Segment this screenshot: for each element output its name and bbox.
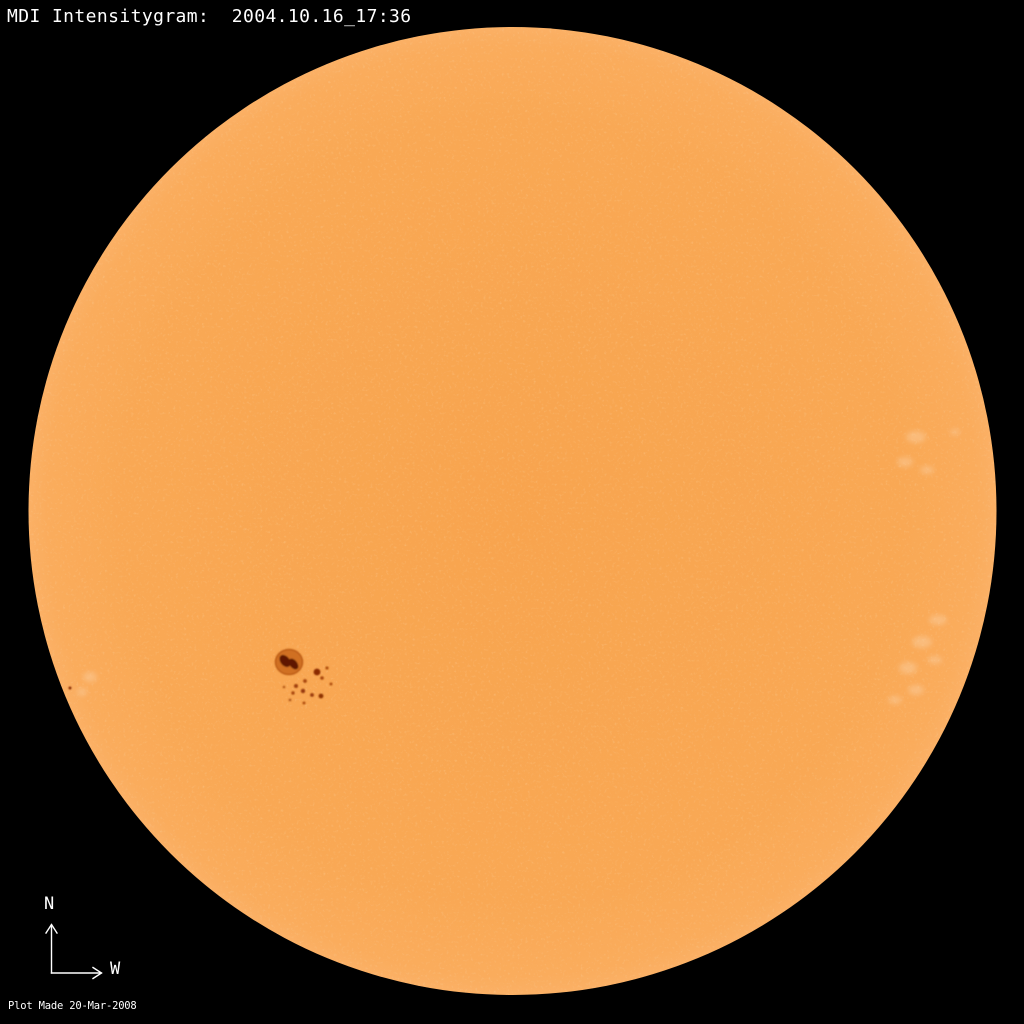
sunspot-satellite: [288, 698, 292, 702]
sunspot-satellite: [318, 693, 324, 699]
facula: [912, 636, 932, 648]
sunspot-satellite: [291, 691, 295, 695]
sunspot-satellite: [313, 668, 321, 676]
facula: [920, 466, 934, 474]
sunspot-group: [68, 648, 333, 705]
sunspot-satellite: [310, 693, 314, 697]
plot-made-timestamp: Plot Made 20-Mar-2008: [8, 1000, 137, 1012]
compass-west-arrowhead-icon: [92, 966, 103, 980]
compass-north-label: N: [44, 894, 55, 914]
compass-arrows: [45, 923, 103, 980]
sunspot-satellite: [294, 684, 298, 688]
facula: [908, 685, 924, 695]
compass-west-label: W: [110, 959, 121, 979]
facula: [906, 431, 926, 443]
sunspot-satellite: [300, 688, 306, 694]
sunspot-satellite: [303, 679, 307, 683]
sunspot-satellite: [68, 686, 72, 690]
sunspot-main-umbra: [279, 654, 291, 668]
facula: [929, 615, 947, 625]
sunspot-satellite: [302, 701, 306, 705]
sunspot-satellite: [329, 682, 333, 686]
compass-north-arrowhead-icon: [45, 923, 58, 934]
facula: [897, 457, 913, 467]
sunspot-satellite: [282, 685, 286, 689]
granulation-texture: [28, 27, 997, 995]
facula: [77, 688, 87, 696]
sunspot-satellites: [68, 666, 333, 705]
sunspot-satellite: [325, 666, 329, 670]
facula: [83, 672, 97, 682]
faculae-regions: [77, 429, 960, 704]
facula: [950, 429, 960, 435]
facula: [928, 656, 942, 664]
facula: [888, 696, 902, 704]
sunspot-satellite: [320, 676, 324, 680]
sunspot-main-umbra: [288, 658, 299, 670]
facula: [899, 662, 917, 674]
image-title: MDI Intensitygram: 2004.10.16_17:36: [7, 6, 412, 27]
